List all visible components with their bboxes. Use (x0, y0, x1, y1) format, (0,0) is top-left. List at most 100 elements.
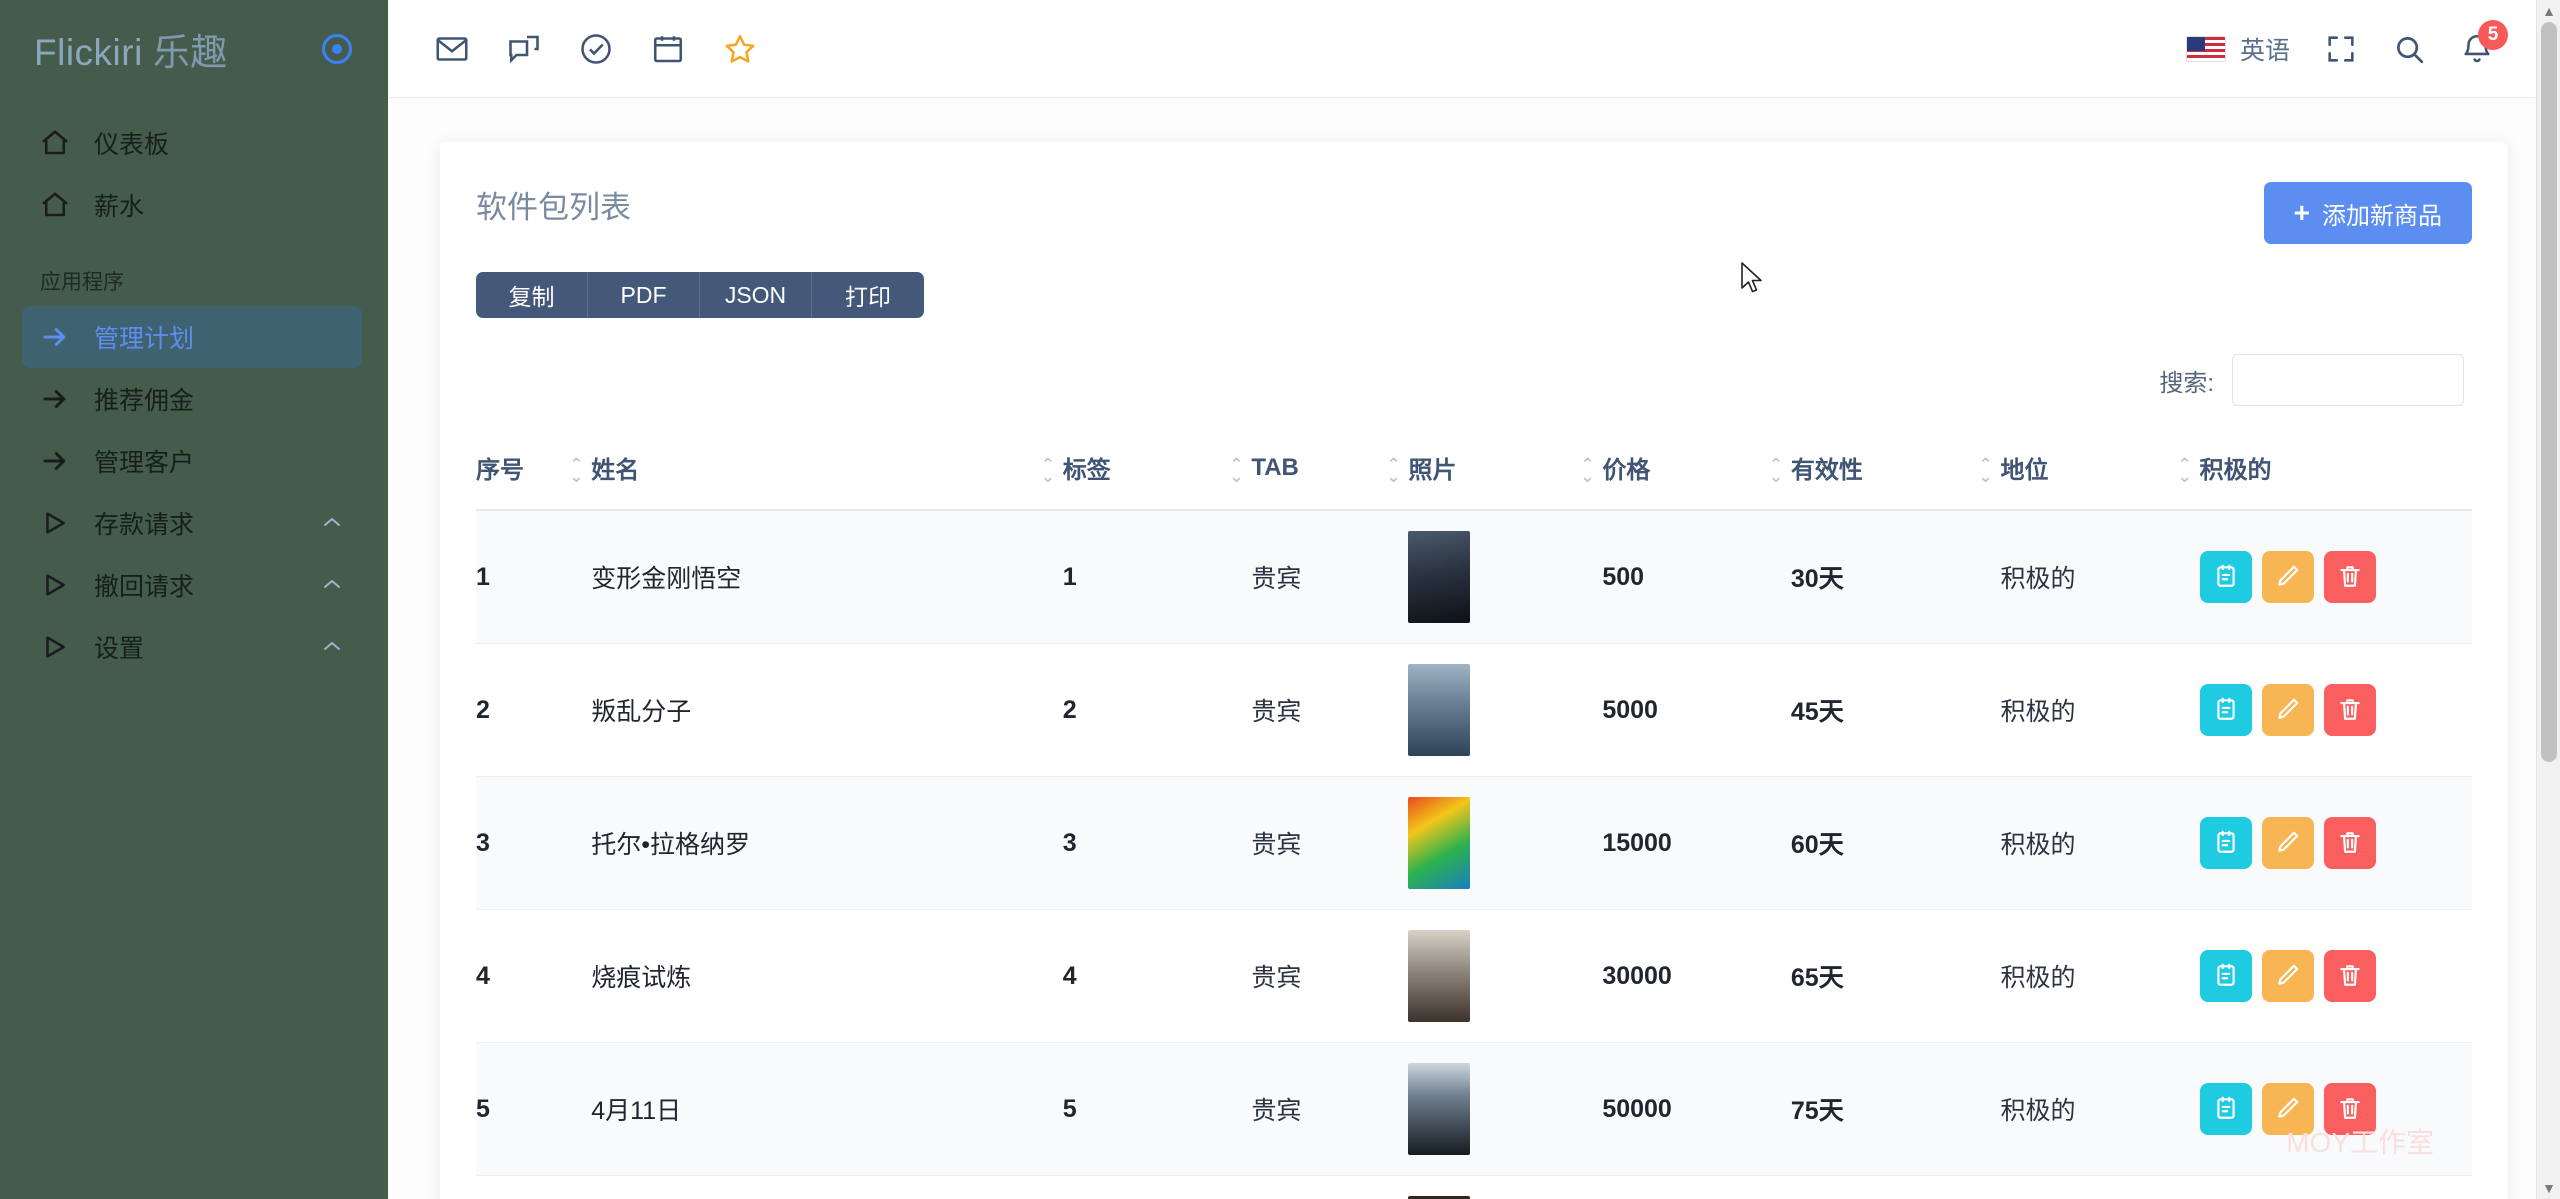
sidebar-item-deposit-requests[interactable]: 存款请求 (22, 492, 362, 554)
edit-action[interactable] (2261, 817, 2314, 869)
cell-tab: 贵宾 (1251, 909, 1409, 1043)
table-row[interactable]: 5 4月11日 5 贵宾 50000 75天 积极的 (476, 1042, 2472, 1176)
arrow-right-icon (40, 384, 94, 414)
table-row[interactable]: 6斗士6贵宾10000080天积极的 (476, 1175, 2472, 1199)
delete-action[interactable] (2323, 950, 2376, 1002)
cell-actions (2199, 776, 2472, 910)
check-circle-icon[interactable] (578, 31, 614, 67)
cell-actions (2199, 1042, 2472, 1176)
calendar-action[interactable] (2199, 551, 2252, 603)
sidebar-item-settings[interactable]: 设置 (22, 616, 362, 678)
col-header-validity[interactable]: ⌃ ⌄ 有效性 (1769, 432, 2001, 511)
cell-actions (2199, 1175, 2472, 1199)
delete-action[interactable] (2323, 1083, 2376, 1135)
col-header-status[interactable]: ⌃ ⌄ 地位 (1978, 432, 2200, 511)
delete-action[interactable] (2323, 684, 2376, 736)
pdf-button[interactable]: PDF (588, 272, 700, 318)
print-button[interactable]: 打印 (812, 272, 924, 318)
calendar-icon[interactable] (650, 31, 686, 67)
delete-action[interactable] (2323, 817, 2376, 869)
chevron-up-icon (320, 574, 344, 596)
sidebar-item-manage-plan[interactable]: 管理计划 (22, 306, 362, 368)
search-icon[interactable] (2392, 32, 2426, 66)
col-header-price[interactable]: ⌃ ⌄ 价格 (1580, 432, 1791, 511)
cell-price: 15000 (1602, 776, 1791, 910)
product-poster-image (1408, 797, 1471, 889)
sidebar-item-referral-commission[interactable]: 推荐佣金 (22, 368, 362, 430)
edit-action[interactable] (2261, 551, 2314, 603)
col-label: 有效性 (1790, 457, 1863, 484)
cell-status: 积极的 (2000, 909, 2200, 1043)
topbar-left-icons (424, 31, 758, 67)
trash-icon (2337, 696, 2363, 725)
cell-name: 4月11日 (591, 1042, 1063, 1176)
edit-action[interactable] (2261, 684, 2314, 736)
brand[interactable]: Flickiri 乐趣 (0, 0, 388, 98)
row-action-group (2199, 817, 2472, 869)
sort-arrows-icon[interactable]: ⌃ ⌄ (1229, 454, 1244, 486)
cell-status: 积极的 (2000, 643, 2200, 777)
col-header-photo[interactable]: ⌃ ⌄ 照片 (1386, 432, 1603, 511)
sidebar-item-manage-customers[interactable]: 管理客户 (22, 430, 362, 492)
cell-photo (1408, 1175, 1603, 1199)
cell-tag: 2 (1062, 643, 1252, 777)
table-row[interactable]: 3 托尔•拉格纳罗 3 贵宾 15000 60天 积极的 (476, 776, 2472, 910)
sort-arrows-icon[interactable]: ⌃ ⌄ (1386, 454, 1401, 486)
sort-arrows-icon[interactable]: ⌃ ⌄ (569, 454, 584, 486)
chevron-up-icon (320, 512, 344, 534)
col-header-tag[interactable]: ⌃ ⌄ 标签 (1041, 432, 1252, 511)
calendar-action[interactable] (2199, 1083, 2252, 1135)
table-row[interactable]: 4 烧痕试炼 4 贵宾 30000 65天 积极的 (476, 909, 2472, 1043)
json-button[interactable]: JSON (700, 272, 812, 318)
calendar-action[interactable] (2199, 684, 2252, 736)
mail-icon[interactable] (434, 31, 470, 67)
col-label: 标签 (1062, 457, 1111, 484)
table-row[interactable]: 2 叛乱分子 2 贵宾 5000 45天 积极的 (476, 643, 2472, 777)
topbar-right-controls: 英语 5 (2185, 19, 2524, 67)
delete-action[interactable] (2323, 551, 2376, 603)
edit-action[interactable] (2261, 1083, 2314, 1135)
calendar-action[interactable] (2199, 950, 2252, 1002)
sidebar-item-dashboard[interactable]: 仪表板 (22, 112, 362, 174)
main-area: 英语 5 软件包列表 + 添 (388, 0, 2560, 1199)
table-row[interactable]: 1 变形金刚悟空 1 贵宾 500 30天 积极的 (476, 510, 2472, 644)
edit-action[interactable] (2261, 950, 2314, 1002)
product-poster-image (1408, 664, 1471, 756)
scroll-up-arrow-icon[interactable]: ▲ (2542, 3, 2556, 19)
sidebar-item-withdraw-requests[interactable]: 撤回请求 (22, 554, 362, 616)
sort-arrows-icon[interactable]: ⌃ ⌄ (1580, 454, 1595, 486)
calendar-action[interactable] (2199, 817, 2252, 869)
search-input[interactable] (2232, 354, 2464, 406)
col-header-tab[interactable]: ⌃ ⌄ TAB (1229, 432, 1409, 511)
language-switcher[interactable]: 英语 (2185, 31, 2290, 67)
pencil-icon (2275, 962, 2301, 991)
fullscreen-icon[interactable] (2324, 32, 2358, 66)
card-header: 软件包列表 + 添加新商品 (476, 182, 2472, 244)
target-icon[interactable] (322, 34, 352, 64)
col-header-seq[interactable]: 序号 (476, 432, 592, 511)
sidebar-item-salary[interactable]: 薪水 (22, 174, 362, 236)
add-new-product-button[interactable]: + 添加新商品 (2263, 182, 2472, 244)
sidebar-item-label: 仪表板 (94, 131, 170, 159)
sort-arrows-icon[interactable]: ⌃ ⌄ (1978, 454, 1993, 486)
col-label: 序号 (476, 457, 524, 484)
scroll-down-arrow-icon[interactable]: ▼ (2542, 1180, 2556, 1196)
sort-arrows-icon[interactable]: ⌃ ⌄ (1768, 454, 1784, 486)
col-label: 姓名 (591, 457, 640, 484)
table-header-row: 序号 ⌃ ⌄ 姓名 ⌃ ⌄ 标签 ⌃ ⌄ TAB ⌃ ⌄ 照片 ⌃ ⌄ 价格 ⌃ ⌄ 有效性 ⌃ ⌄ 地位 … (476, 432, 2472, 511)
sort-arrows-icon[interactable]: ⌃ ⌄ (1040, 454, 1055, 486)
chat-icon[interactable] (506, 31, 542, 67)
notifications-button[interactable]: 5 (2460, 19, 2508, 66)
star-icon[interactable] (722, 31, 758, 67)
cell-status: 积极的 (2000, 1175, 2200, 1199)
cell-photo (1408, 909, 1603, 1043)
topbar: 英语 5 (388, 0, 2560, 98)
col-header-action[interactable]: ⌃ ⌄ 积极的 (2178, 432, 2472, 511)
trash-icon (2337, 962, 2363, 991)
copy-button[interactable]: 复制 (476, 272, 588, 318)
sort-arrows-icon[interactable]: ⌃ ⌄ (2177, 454, 2192, 486)
col-header-name[interactable]: ⌃ ⌄ 姓名 (569, 432, 1063, 511)
page-scrollbar[interactable]: ▲ ▼ (2536, 0, 2560, 1199)
scrollbar-thumb[interactable] (2541, 22, 2557, 762)
